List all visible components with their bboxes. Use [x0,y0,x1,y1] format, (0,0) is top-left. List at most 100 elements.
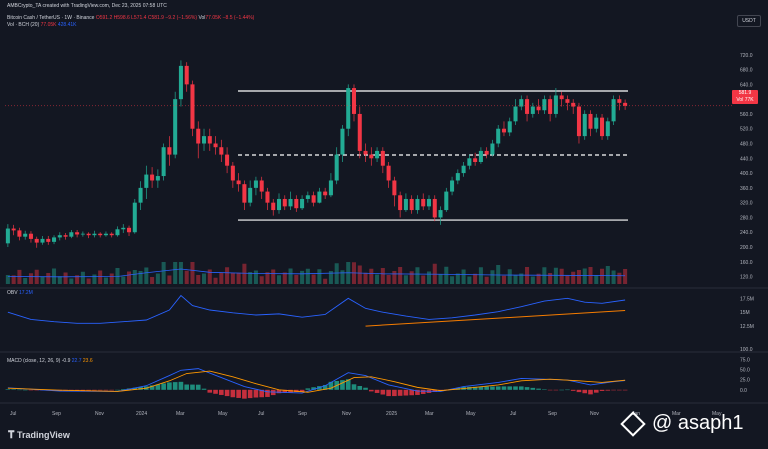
volume-bar [519,273,524,284]
candle-body [178,65,183,100]
macd-histogram-bar [501,386,507,390]
volume-bar [530,276,535,284]
volume-bar [173,262,178,284]
macd-histogram-bar [328,381,334,390]
macd-histogram-bar [109,389,115,391]
volume-bar [444,266,449,284]
volume-bar [103,277,108,284]
candle-body [594,117,599,129]
volume-bar [46,273,51,284]
volume-bar [386,275,391,284]
candle-body [600,117,605,137]
macd-value: 22.7 [71,358,82,364]
volume-indicator-name[interactable]: Vol · BCH (20) [7,22,40,28]
volume-bar [461,269,466,284]
macd-histogram-bar [195,384,201,390]
macd-histogram-bar [282,389,288,393]
candle-body [80,233,85,235]
candle-body [334,154,339,181]
volume-bar [276,275,282,284]
volume-bar [553,267,558,284]
macd-histogram-bar [86,389,91,391]
macd-histogram-bar [230,389,236,398]
volume-bar [490,270,495,284]
volume-bar [611,270,616,284]
candle-body [69,232,74,237]
volume-bar [455,273,460,284]
candle-body [351,88,357,114]
macd-histogram-bar [172,382,178,390]
volume-bar [253,270,258,284]
macd-histogram-bar [392,389,397,397]
macd-legend: MACD (close, 12, 26, 9) -0.9 22.7 23.6 [7,358,93,364]
macd-histogram-bar [80,389,86,391]
macd-histogram-bar [184,384,190,390]
volume-bar [334,263,339,284]
candle-body [461,165,466,174]
currency-button[interactable]: USDT [737,15,761,27]
brand-name: TradingView [16,430,70,440]
candle-body [507,121,512,133]
candle-body [501,128,506,133]
volume-bar [565,275,570,284]
low-value: L571.4 [131,15,147,21]
macd-histogram-bar [611,389,616,391]
macd-histogram-bar [132,387,138,390]
volume-ma: 428.41K [57,22,77,28]
macd-histogram-bar [617,389,622,391]
candle-body [155,176,160,181]
symbol-name[interactable]: Bitcoin Cash / TetherUS · 1W · Binance [7,15,95,21]
volume-bar [5,275,10,284]
candle-body [490,143,495,155]
volume-bar [52,268,57,284]
watermark: @ asaph1 [620,410,743,437]
candle-body [52,237,57,242]
price-axis-label: 720.0 [740,53,753,59]
candle-body [450,180,455,192]
time-axis-label: Mar [425,411,434,417]
macd-label[interactable]: MACD (close, 12, 26, 9) [7,358,61,364]
macd-histogram-bar [224,389,230,397]
volume-bar [294,274,299,284]
candle-body [438,210,443,218]
volume-bar [600,268,605,284]
volume-bar [161,262,166,284]
macd-histogram-bar [28,389,34,391]
macd-histogram-bar [484,386,489,390]
candle-body [375,150,380,159]
candle-body [565,99,570,103]
last-volume: Vol 77K [736,97,754,103]
macd-histogram-bar [276,389,282,394]
macd-histogram-bar [213,389,218,394]
macd-histogram-bar [386,389,391,397]
candle-body [392,180,397,196]
macd-histogram-bar [593,389,599,393]
volume-bar [305,268,310,284]
volume-bar [467,276,472,284]
author-line: AMBCrypto_TA created with TradingView.co… [7,3,167,9]
volume-bar [138,271,143,284]
macd-histogram-bar [495,386,501,390]
candle-body [127,227,132,233]
candle-body [484,150,489,155]
volume-bar [548,273,553,284]
price-axis-label: 160.0 [740,260,753,266]
last-price: 581.9 [738,90,752,96]
candle-body [57,235,62,238]
macd-histogram-bar [253,389,259,398]
macd-histogram-bar [190,384,195,390]
volume-bar [317,269,322,284]
obv-label[interactable]: OBV [7,290,18,296]
macd-histogram-bar [536,388,541,390]
candle-body [63,235,68,237]
volume-bar [403,275,408,284]
candle-body [40,238,45,243]
volume-bar [288,268,293,284]
time-axis-label: Nov [342,411,351,417]
tradingview-logo[interactable]: 𝐓 TradingView [8,430,70,441]
time-axis-label: May [712,411,722,417]
macd-histogram-bar [5,389,11,390]
volume-bar [98,270,103,284]
